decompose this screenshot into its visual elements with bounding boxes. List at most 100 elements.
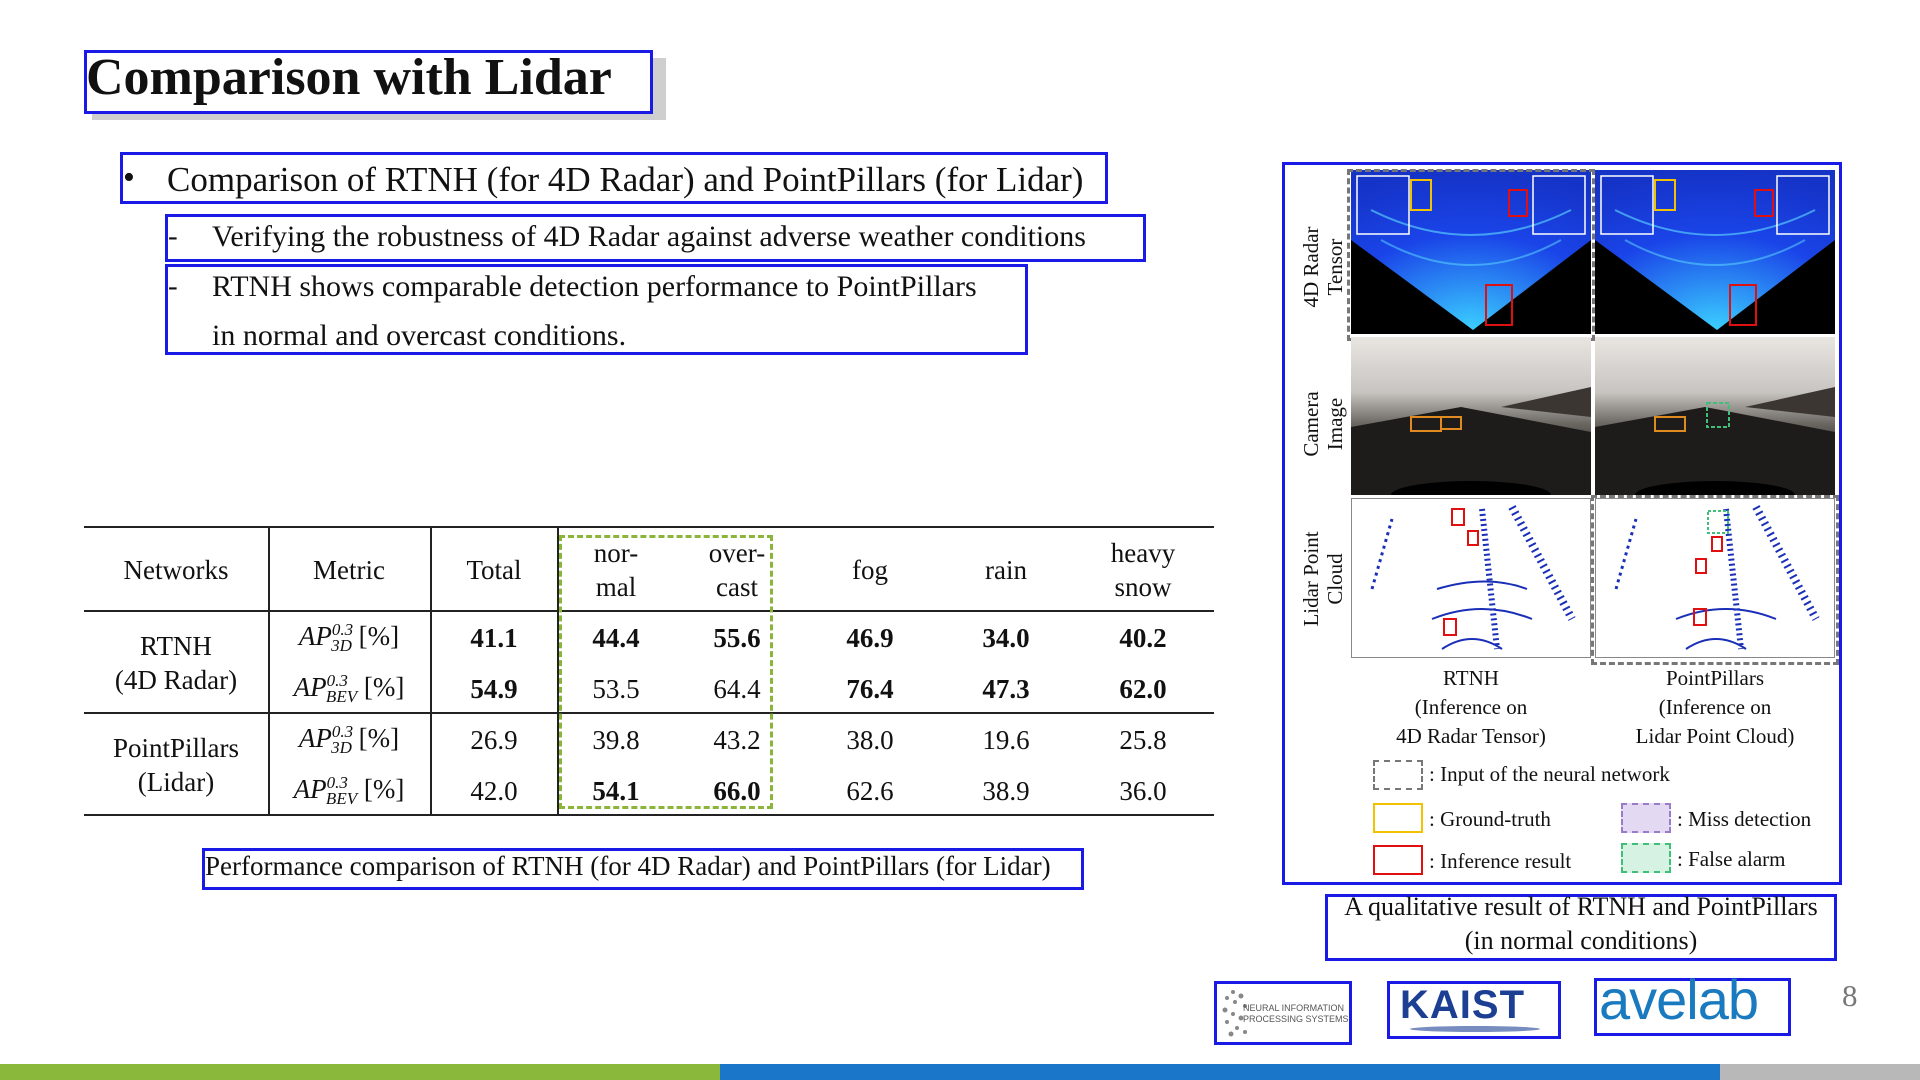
table-cell: 76.4	[846, 674, 894, 704]
network-pointpillars-sensor: (Lidar)	[137, 767, 215, 797]
qualitative-figure: 4D Radar Tensor Camera Image Lidar Point Cl…	[1282, 162, 1842, 885]
table-cell: 64.4	[713, 674, 761, 704]
highlight-normal-overcast	[559, 535, 773, 809]
table-cell: 44.4	[592, 623, 640, 653]
main-bullet: • Comparison of RTNH (for 4D Radar) and …	[120, 152, 1108, 204]
table-cell: 36.0	[1119, 776, 1167, 806]
table-vrule	[557, 526, 559, 816]
table-rule-bottom	[84, 814, 1214, 816]
table-cell: 40.2	[1119, 623, 1167, 653]
legend-swatch-inference	[1373, 845, 1423, 875]
header-networks: Networks	[123, 555, 229, 585]
caption-rtnh: RTNH (Inference on 4D Radar Tensor)	[1396, 666, 1546, 748]
table-cell: 42.0	[470, 776, 518, 806]
header-heavy-snow-2: snow	[1114, 572, 1172, 602]
neurips-mark-icon	[1222, 990, 1247, 1037]
table-cell: 53.5	[592, 674, 640, 704]
sub-bullet-2-line2: in normal and overcast conditions.	[212, 319, 627, 352]
row-label-lidar: Lidar Point Cloud	[1299, 531, 1347, 627]
network-pointpillars-name: PointPillars	[112, 733, 240, 763]
performance-table: Networks Metric Total nor- mal over- cas…	[84, 526, 1214, 816]
radar-tensor-image-pointpillars	[1595, 170, 1835, 334]
header-heavy-snow-1: heavy	[1110, 538, 1176, 568]
table-cell: 25.8	[1119, 725, 1167, 755]
camera-image-rtnh	[1351, 337, 1591, 495]
table-cell: 55.6	[713, 623, 761, 653]
camera-image-pointpillars	[1595, 337, 1835, 495]
header-rain: rain	[985, 555, 1027, 585]
metric-cell: AP0.33D [%]	[298, 721, 400, 758]
title-backdrop	[84, 50, 653, 114]
table-cell: 38.0	[846, 725, 894, 755]
table-rule-header	[84, 610, 1214, 612]
metric-cell: AP0.33D [%]	[298, 619, 400, 656]
sub-bullet-1: - Verifying the robustness of 4D Radar a…	[165, 214, 1146, 262]
row-label-camera: Camera Image	[1299, 391, 1347, 457]
radar-tensor-image-rtnh	[1351, 170, 1591, 334]
input-frame-lidar	[1591, 495, 1839, 665]
table-cell: 62.6	[846, 776, 894, 806]
footer-bar-green	[0, 1064, 720, 1080]
legend-swatch-false-alarm	[1621, 843, 1671, 873]
bullet-dot: •	[123, 159, 135, 196]
sub-bullet-2: - RTNH shows comparable detection perfor…	[165, 264, 1028, 355]
kaist-text: KAIST	[1400, 983, 1525, 1027]
page-number: 8	[1842, 978, 1858, 1013]
legend-swatch-ground-truth	[1373, 803, 1423, 833]
kaist-logo: KAIST	[1387, 981, 1561, 1039]
sub-bullet-2-line1: RTNH shows comparable detection performa…	[212, 270, 977, 303]
legend-swatch-input	[1373, 760, 1423, 790]
legend-ground-truth: : Ground-truth	[1429, 807, 1551, 831]
table-cell: 54.9	[470, 674, 518, 704]
table-cell: 54.1	[592, 776, 640, 806]
table-rule-group	[84, 712, 1214, 714]
table-cell: 62.0	[1119, 674, 1167, 704]
table-cell: 66.0	[713, 776, 761, 806]
figure-caption-frame	[1325, 894, 1837, 961]
header-metric: Metric	[313, 555, 385, 585]
table-caption-frame	[202, 848, 1084, 890]
table-cell: 19.6	[982, 725, 1030, 755]
legend-false-alarm: : False alarm	[1677, 847, 1786, 871]
page-title: Comparison with Lidar	[86, 49, 612, 106]
header-normal-1: nor-	[593, 538, 639, 568]
title-frame	[84, 50, 653, 114]
metric-cell: AP0.3BEV [%]	[293, 670, 405, 707]
header-fog: fog	[852, 555, 888, 585]
legend-input: : Input of the neural network	[1429, 762, 1670, 786]
header-normal-2: mal	[595, 572, 637, 602]
table-cell: 47.3	[982, 674, 1030, 704]
sub-bullet-dash: -	[168, 220, 178, 252]
neurips-logo: NEURAL INFORMATION PROCESSING SYSTEMS	[1214, 981, 1352, 1045]
caption-pointpillars: PointPillars (Inference on Lidar Point Clo…	[1635, 666, 1795, 748]
header-overcast-1: over-	[708, 538, 766, 568]
kaist-swoosh	[1410, 1026, 1540, 1032]
table-rule-top	[84, 526, 1214, 528]
table-cell: 34.0	[982, 623, 1030, 653]
header-overcast-2: cast	[716, 572, 758, 602]
table-cell: 41.1	[470, 623, 518, 653]
figure-caption-line1: A qualitative result of RTNH and PointPi…	[1344, 892, 1818, 921]
avelab-text: avelab	[1599, 968, 1759, 1031]
main-bullet-text: Comparison of RTNH (for 4D Radar) and Po…	[167, 160, 1084, 199]
table-cell: 43.2	[713, 725, 761, 755]
neurips-text: NEURAL INFORMATION PROCESSING SYSTEMS	[1243, 1003, 1349, 1024]
metric-cell: AP0.3BEV [%]	[293, 772, 405, 809]
header-total: Total	[466, 555, 522, 585]
legend-swatch-miss-detection	[1621, 803, 1671, 833]
sub-bullet-dash: -	[168, 270, 178, 302]
footer-bar-gray	[1720, 1064, 1920, 1080]
legend-miss-detection: : Miss detection	[1677, 807, 1812, 831]
table-vrule	[430, 526, 432, 816]
legend-inference: : Inference result	[1429, 849, 1572, 873]
table-vrule	[268, 526, 270, 816]
table-cell: 26.9	[470, 725, 518, 755]
avelab-logo: avelab	[1594, 968, 1791, 1036]
footer-bar-blue	[720, 1064, 1720, 1080]
sub-bullet-1-text: Verifying the robustness of 4D Radar aga…	[212, 220, 1086, 253]
row-label-radar: 4D Radar Tensor	[1299, 226, 1347, 308]
input-frame-radar	[1347, 169, 1595, 341]
lidar-point-cloud-pointpillars	[1595, 498, 1835, 658]
table-cell: 39.8	[592, 725, 640, 755]
network-rtnh-name: RTNH	[140, 631, 212, 661]
